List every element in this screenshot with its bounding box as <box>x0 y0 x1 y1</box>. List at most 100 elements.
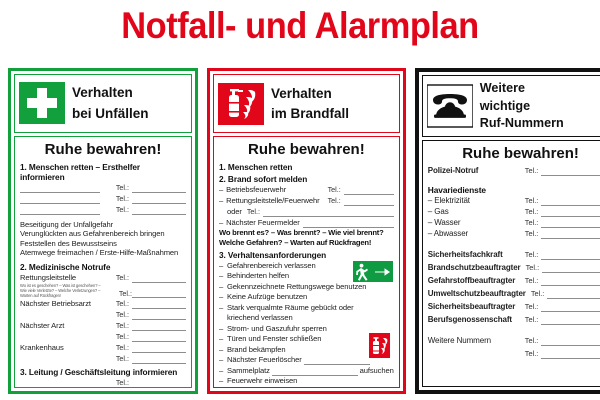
tel-blank-line[interactable] <box>541 316 600 325</box>
number-label: Sicherheitsfachkraft <box>427 250 503 259</box>
fire-instruction-text: Behinderten helfen <box>227 271 289 281</box>
tel-blank-line[interactable] <box>343 186 394 196</box>
tel-blank-line[interactable] <box>541 219 600 228</box>
tel-blank-line[interactable] <box>541 208 600 217</box>
numbers-keep-calm: Ruhe bewahren! <box>462 145 579 162</box>
accident-contact-row: Nächster Betriebsarzt Tel.: <box>20 299 186 310</box>
accident-section-1-title: 1. Menschen retten – Ersthelfer informie… <box>20 161 141 182</box>
fire-instruction: – Stark verqualmte Räume gebückt oder <box>219 302 354 312</box>
fire-instruction-text: Anordnungen der Feuerwehr befolgen <box>227 387 352 388</box>
tel-label: Tel.: <box>524 302 539 311</box>
tel-blank-line[interactable] <box>541 230 600 239</box>
fire-question-line: Welche Gefahren? – Warten auf Rückfragen… <box>219 237 372 247</box>
extinguisher-location-blank[interactable] <box>303 356 370 366</box>
number-label: Weitere Nummern <box>427 336 492 345</box>
tel-blank-line[interactable] <box>302 219 394 229</box>
tel-blank-line[interactable] <box>541 197 600 206</box>
fire-instruction: – Gefahrenbereich verlassen <box>219 260 316 270</box>
numbers-heading-line1: Weitere <box>479 81 526 96</box>
fire-section-1-title: 1. Menschen retten <box>219 162 293 173</box>
fire-section-2-title: 2. Brand sofort melden <box>219 174 308 185</box>
fire-instruction-text: Nächster Feuerlöscher <box>227 355 302 365</box>
fire-instruction-text: kriechend verlassen <box>227 313 293 323</box>
fire-instruction: –Anordnungen der Feuerwehr befolgen <box>219 387 394 388</box>
tel-label: Tel.: <box>525 263 540 272</box>
telephone-icon <box>426 84 473 128</box>
tel-label: Tel.: <box>524 349 539 358</box>
accident-body: Ruhe bewahren! 1. Menschen retten – Erst… <box>14 135 192 388</box>
emergency-exit-running-man-icon <box>352 260 393 282</box>
number-label: – Wasser <box>427 218 461 227</box>
number-row-sicherheitsbeauftragter: Sicherheitsbeauftragter Tel.: <box>428 302 600 312</box>
tel-blank-line[interactable] <box>541 303 600 312</box>
tel-blank-line[interactable] <box>132 355 186 365</box>
number-label: – Gas <box>427 207 449 216</box>
tel-label: Tel.: <box>115 321 129 331</box>
tel-blank-line[interactable] <box>343 197 394 207</box>
tel-blank-line[interactable] <box>541 167 600 176</box>
accident-note: Beseitigung der Unfallgefahr <box>20 219 114 229</box>
tel-label: Tel.: <box>524 229 539 238</box>
contact-label: Rettungsleitstelle/Feuerwehr <box>226 196 320 206</box>
tel-blank-line[interactable] <box>132 289 186 299</box>
tel-label: Tel.: <box>524 315 539 324</box>
tel-label: Tel.: <box>115 204 129 214</box>
numbers-body: Ruhe bewahren! Polizei-Notruf Tel.: Hava… <box>421 140 600 387</box>
contact-label: Nächster Betriebsarzt <box>20 299 91 309</box>
number-row-gefahrstoffbeauftragter: Gefahrstoffbeauftragter Tel.: <box>428 276 600 286</box>
tel-blank-line[interactable] <box>132 184 186 193</box>
tel-label: Tel.: <box>115 354 129 364</box>
emergency-call-fine-print: Wo ist es geschehen? – Was ist geschehen… <box>20 282 101 298</box>
assembly-point-blank[interactable] <box>271 367 358 376</box>
page-title: Notfall- und Alarmplan <box>121 5 479 46</box>
fire-instruction: – Brand bekämpfen <box>219 344 286 354</box>
number-label: Umweltschutzbeauftragter <box>427 289 526 298</box>
tel-blank-line[interactable] <box>542 264 600 273</box>
tel-blank-line[interactable] <box>132 333 186 343</box>
tel-blank-line[interactable] <box>132 195 186 204</box>
name-blank-line[interactable] <box>20 206 100 215</box>
number-row-gas: – Gas Tel.: <box>428 207 600 217</box>
tel-blank-line[interactable] <box>132 311 186 321</box>
tel-blank-line[interactable] <box>132 206 186 215</box>
fire-instruction: kriechend verlassen <box>219 313 394 323</box>
tel-blank-line[interactable] <box>547 290 600 299</box>
accident-note: Feststellen des Bewusstseins <box>20 238 117 248</box>
tel-label: Tel.: <box>327 185 341 195</box>
tel-blank-line[interactable] <box>132 379 186 387</box>
fire-keep-calm: Ruhe bewahren! <box>248 141 365 159</box>
assembly-point-suffix: aufsuchen <box>359 365 394 375</box>
fire-instruction: – Nächster Feuerlöscher <box>219 355 394 366</box>
contact-label: Nächster Arzt <box>20 321 65 331</box>
number-row-elektrizitaet: – Elektrizität Tel.: <box>428 196 600 206</box>
accident-blank-row: Tel.: <box>20 205 186 215</box>
tel-blank-line[interactable] <box>263 208 394 218</box>
tel-blank-line[interactable] <box>541 350 600 359</box>
tel-blank-line[interactable] <box>132 274 186 283</box>
panel-fire: Verhalten im Brandfall Ruhe bewahren! 1.… <box>207 68 406 394</box>
tel-blank-line[interactable] <box>541 277 600 286</box>
number-row-umweltschutzbeauftragter: Umweltschutzbeauftragter Tel.: <box>428 289 600 299</box>
tel-blank-line[interactable] <box>132 322 186 332</box>
name-blank-line[interactable] <box>20 184 100 193</box>
number-label: – Abwasser <box>427 229 469 238</box>
fire-header: Verhalten im Brandfall <box>213 74 400 134</box>
tel-blank-line[interactable] <box>541 251 600 260</box>
number-label: Polizei-Notruf <box>427 166 479 175</box>
tel-blank-line[interactable] <box>541 337 600 346</box>
tel-blank-line[interactable] <box>132 300 186 310</box>
fire-instruction: – Feuerwehr einweisen <box>219 376 298 386</box>
contact-label: Betriebsfeuerwehr <box>226 185 287 195</box>
tel-blank-line[interactable] <box>132 344 186 354</box>
fire-instruction: – Türen und Fenster schließen <box>219 334 322 344</box>
tel-label: Tel.: <box>115 378 129 388</box>
fire-body: Ruhe bewahren! 1. Menschen retten 2. Bra… <box>213 136 400 388</box>
tel-label: Tel.: <box>118 289 132 299</box>
number-label: Sicherheitsbeauftragter <box>427 302 516 311</box>
name-blank-line[interactable] <box>20 379 100 387</box>
panel-accident: Verhalten bei Unfällen Ruhe bewahren! 1.… <box>8 68 198 394</box>
name-blank-line[interactable] <box>20 195 100 204</box>
accident-contact-row: Nächster Arzt Tel.: <box>20 321 186 332</box>
tel-label: Tel.: <box>115 193 129 203</box>
fire-heading-line1: Verhalten <box>271 85 332 101</box>
